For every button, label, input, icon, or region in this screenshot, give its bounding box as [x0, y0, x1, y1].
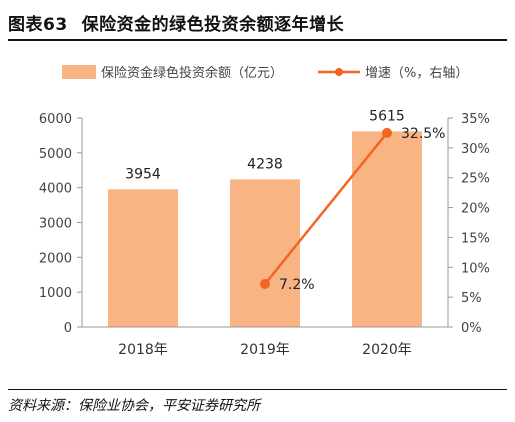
combo-chart: 保险资金绿色投资余额（亿元） 增速（%，右轴） 0 1000 2000 3000 400… — [39, 65, 490, 358]
legend-line-marker — [335, 68, 343, 76]
x-tick-label: 2020年 — [362, 342, 412, 358]
x-tick-label: 2019年 — [240, 342, 290, 358]
growth-value-label: 32.5% — [401, 126, 445, 142]
growth-point — [260, 279, 270, 290]
source-rule — [8, 389, 507, 390]
y-right-tick-label: 20% — [461, 202, 490, 217]
bar — [108, 189, 178, 327]
bar — [352, 131, 422, 327]
plot-area: 0 1000 2000 3000 4000 5000 6000 0% 5% 10% 15% 20% 25… — [39, 108, 490, 358]
y-right-tick-label: 25% — [461, 172, 490, 187]
y-right-tick-label: 30% — [461, 142, 490, 157]
figure-title-text: 保险资金的绿色投资余额逐年增长 — [81, 15, 345, 35]
y-right-tick-label: 5% — [461, 291, 482, 306]
growth-value-label: 7.2% — [279, 277, 315, 293]
x-tick-label: 2018年 — [118, 342, 168, 358]
legend-bar-swatch — [62, 65, 96, 79]
figure-label: 图表63 — [8, 15, 68, 35]
y-left-tick-label: 4000 — [39, 182, 72, 197]
y-right-tick-label: 35% — [461, 112, 490, 127]
growth-point — [382, 127, 392, 138]
y-left-tick-label: 6000 — [39, 112, 72, 127]
y-left-tick-label: 5000 — [39, 147, 72, 162]
y-right-tick-label: 10% — [461, 261, 490, 276]
bar-value-label: 3954 — [125, 166, 161, 182]
legend: 保险资金绿色投资余额（亿元） 增速（%，右轴） — [62, 65, 468, 81]
figure-title: 图表63 保险资金的绿色投资余额逐年增长 — [8, 10, 344, 35]
y-right-tick-label: 15% — [461, 231, 490, 246]
y-left-tick-label: 1000 — [39, 286, 72, 301]
y-left-tick-label: 2000 — [39, 251, 72, 266]
legend-bar-label: 保险资金绿色投资余额（亿元） — [101, 65, 283, 81]
bar-value-label: 4238 — [247, 156, 283, 172]
y-left-tick-label: 0 — [64, 321, 72, 336]
source-note: 资料来源：保险业协会，平安证券研究所 — [8, 398, 260, 414]
y-right-tick-label: 0% — [461, 321, 482, 336]
bar-value-label: 5615 — [369, 108, 405, 124]
y-left-tick-label: 3000 — [39, 217, 72, 232]
growth-line — [264, 132, 388, 285]
title-rule — [8, 39, 507, 41]
legend-line-label: 增速（%，右轴） — [365, 66, 468, 81]
